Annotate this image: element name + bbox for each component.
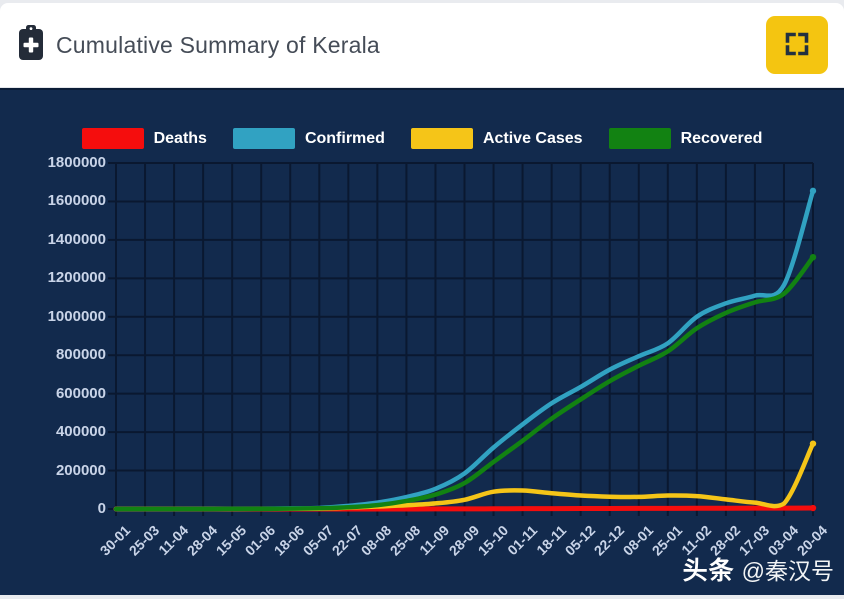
legend-item-recovered[interactable]: Recovered bbox=[608, 128, 763, 149]
legend-swatch-deaths bbox=[81, 128, 144, 149]
y-axis-label: 1200000 bbox=[47, 269, 106, 287]
fullscreen-expand-icon bbox=[784, 31, 810, 60]
medical-clipboard-icon bbox=[16, 24, 46, 66]
y-axis-label: 400000 bbox=[55, 423, 106, 441]
card-header: Cumulative Summary of Kerala bbox=[0, 3, 844, 88]
series-endpoint-recovered bbox=[809, 253, 817, 261]
watermark: 头条 @秦汉号 bbox=[683, 551, 834, 587]
chart-panel: Deaths Confirmed Active Cases Recovered 0 20… bbox=[0, 88, 844, 595]
series-line-recovered bbox=[113, 254, 816, 512]
y-axis-label: 200000 bbox=[55, 461, 106, 479]
series-endpoint-deaths bbox=[809, 504, 817, 512]
legend-label: Confirmed bbox=[304, 129, 385, 147]
watermark-handle: @秦汉号 bbox=[741, 558, 834, 584]
y-axis-label: 1400000 bbox=[47, 230, 106, 248]
line-chart bbox=[108, 162, 817, 516]
y-axis-label: 600000 bbox=[55, 384, 106, 402]
series-endpoint-confirmed bbox=[809, 187, 817, 195]
legend-swatch-confirmed bbox=[232, 128, 295, 149]
legend-swatch-active-cases bbox=[410, 128, 473, 149]
legend-item-deaths[interactable]: Deaths bbox=[81, 128, 207, 149]
y-axis-label: 0 bbox=[97, 500, 106, 517]
page-title: Cumulative Summary of Kerala bbox=[56, 31, 380, 58]
series-endpoint-active-cases bbox=[809, 440, 817, 447]
legend-label: Active Cases bbox=[482, 129, 583, 147]
legend-item-active-cases[interactable]: Active Cases bbox=[410, 128, 583, 149]
y-axis-label: 1000000 bbox=[47, 307, 106, 325]
fullscreen-button[interactable] bbox=[766, 16, 828, 74]
legend-label: Recovered bbox=[680, 129, 763, 147]
legend-swatch-recovered bbox=[608, 128, 671, 149]
legend-item-confirmed[interactable]: Confirmed bbox=[232, 128, 385, 149]
watermark-brand: 头条 bbox=[682, 557, 735, 585]
legend-label: Deaths bbox=[153, 129, 207, 147]
y-axis-label: 800000 bbox=[55, 346, 106, 364]
chart-legend: Deaths Confirmed Active Cases Recovered bbox=[0, 128, 844, 149]
header-left: Cumulative Summary of Kerala bbox=[16, 24, 380, 66]
y-axis-label: 1800000 bbox=[47, 154, 106, 171]
y-axis-label: 1600000 bbox=[47, 192, 106, 210]
